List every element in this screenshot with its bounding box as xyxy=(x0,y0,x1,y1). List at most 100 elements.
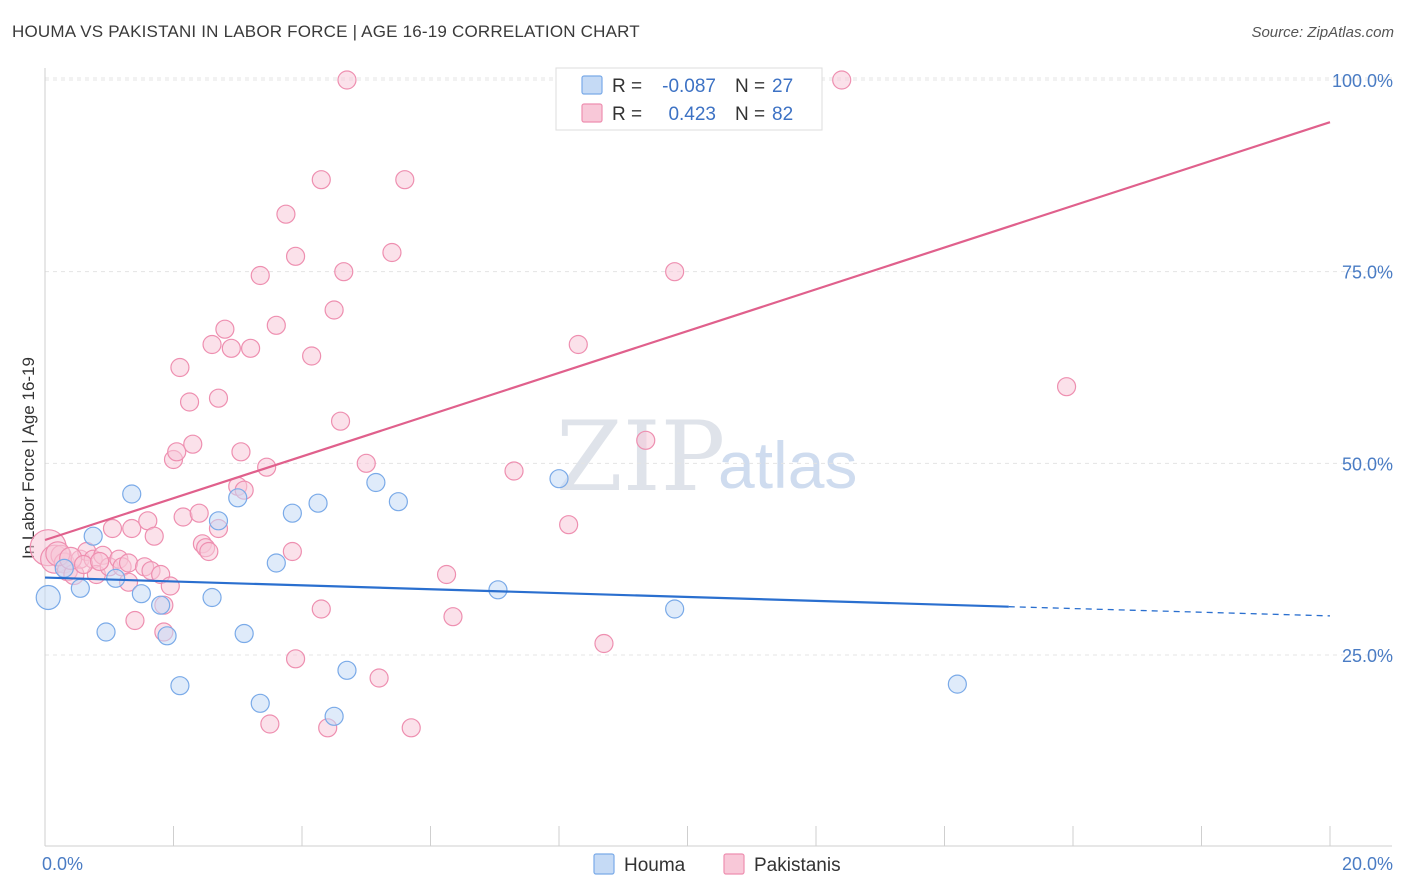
pakistanis-point xyxy=(285,246,306,266)
pakistanis-point xyxy=(443,607,463,627)
pakistanis-point xyxy=(311,170,331,190)
pakistanis-trend-line xyxy=(44,121,1331,542)
pakistanis-point xyxy=(221,338,241,358)
pakistanis-point xyxy=(125,610,145,631)
y-tick-label: 100.0% xyxy=(1332,71,1393,91)
houma-points xyxy=(35,469,967,726)
houma-n-value: 27 xyxy=(772,76,793,97)
pakistanis-point xyxy=(337,70,357,90)
pakistanis-point xyxy=(382,242,402,263)
houma-trend-extension xyxy=(1008,606,1331,617)
watermark-zip: ZIP xyxy=(556,401,725,513)
pakistanis-point xyxy=(183,434,203,454)
pakistanis-point xyxy=(665,262,685,282)
pakistanis-point xyxy=(276,204,296,224)
pakistanis-swatch xyxy=(581,103,603,123)
pakistanis-point xyxy=(594,633,614,654)
pakistanis-point xyxy=(160,576,180,596)
houma-point xyxy=(250,693,270,713)
stats-legend: R = -0.087 N = 27 R = 0.423 N = 82 xyxy=(555,67,823,131)
houma-point xyxy=(947,674,967,694)
pakistanis-point xyxy=(311,599,331,619)
y-tick-label: 25.0% xyxy=(1342,646,1393,666)
houma-point xyxy=(202,587,222,608)
houma-r-label: R = xyxy=(612,76,642,97)
x-tick-label: 0.0% xyxy=(42,854,83,874)
houma-point xyxy=(106,568,126,588)
pakistanis-point xyxy=(832,70,852,90)
x-axis-ticks xyxy=(44,826,1331,846)
houma-point xyxy=(488,580,508,600)
houma-point xyxy=(282,503,302,523)
pakistanis-point xyxy=(282,541,302,562)
x-tick-labels: 0.0% 20.0% xyxy=(42,854,1393,874)
houma-point xyxy=(131,584,151,604)
legend-houma-label[interactable]: Houma xyxy=(624,855,686,876)
pakistanis-point xyxy=(330,411,351,431)
pakistanis-point xyxy=(179,392,200,412)
pakistanis-point xyxy=(199,541,219,562)
y-tick-label: 50.0% xyxy=(1342,454,1393,474)
houma-point xyxy=(70,578,90,598)
watermark: ZIP atlas xyxy=(556,401,857,513)
pakistanis-point xyxy=(90,551,110,572)
pakistanis-points xyxy=(29,70,1077,738)
chart-title: HOUMA VS PAKISTANI IN LABOR FORCE | AGE … xyxy=(12,22,640,41)
pakistanis-point xyxy=(285,649,306,669)
houma-point xyxy=(208,511,229,531)
houma-point xyxy=(266,553,286,573)
houma-r-value: -0.087 xyxy=(662,76,716,97)
pakistanis-point xyxy=(266,315,286,335)
houma-point xyxy=(234,623,254,644)
gridlines xyxy=(45,77,1392,656)
pakistanis-point xyxy=(636,430,656,450)
pakistanis-point xyxy=(102,518,123,539)
houma-trend-line xyxy=(44,576,1009,608)
pakistanis-r-value: 0.423 xyxy=(668,104,716,125)
pakistanis-point xyxy=(369,668,389,688)
pakistanis-point xyxy=(189,503,209,523)
pakistanis-point xyxy=(73,554,94,575)
legend-pakistanis-swatch[interactable] xyxy=(723,853,745,875)
pakistanis-point xyxy=(144,526,164,546)
houma-point xyxy=(96,622,116,642)
houma-point xyxy=(35,584,61,611)
legend-pakistanis-label[interactable]: Pakistanis xyxy=(754,855,841,876)
houma-point xyxy=(337,660,357,680)
pakistanis-point xyxy=(122,518,142,539)
pakistanis-point xyxy=(118,553,139,573)
houma-swatch xyxy=(581,75,603,95)
houma-n-label: N = xyxy=(735,76,765,97)
pakistanis-point xyxy=(231,442,251,462)
axes xyxy=(44,68,1392,847)
houma-point xyxy=(157,626,177,646)
x-tick-label: 20.0% xyxy=(1342,854,1393,874)
pakistanis-point xyxy=(395,170,415,190)
pakistanis-point xyxy=(250,265,270,286)
houma-point xyxy=(324,706,344,726)
houma-point xyxy=(151,595,171,615)
pakistanis-r-label: R = xyxy=(612,104,642,125)
pakistanis-point xyxy=(167,442,187,462)
source-credit: Source: ZipAtlas.com xyxy=(1251,24,1394,41)
pakistanis-point xyxy=(559,515,579,535)
houma-point xyxy=(170,676,190,696)
pakistanis-point xyxy=(401,718,421,738)
y-axis-label: In Labor Force | Age 16-19 xyxy=(19,357,38,559)
houma-point xyxy=(122,484,142,504)
y-tick-label: 75.0% xyxy=(1342,263,1393,283)
pakistanis-point xyxy=(208,388,229,408)
houma-point xyxy=(549,469,569,489)
houma-point xyxy=(54,558,74,578)
legend-houma-swatch[interactable] xyxy=(593,853,615,875)
pakistanis-point xyxy=(568,334,588,355)
pakistanis-point xyxy=(356,453,376,473)
pakistanis-point xyxy=(173,507,193,527)
pakistanis-point xyxy=(1056,377,1077,397)
pakistanis-point xyxy=(241,338,261,358)
pakistanis-point xyxy=(334,262,354,282)
pakistanis-point xyxy=(302,346,322,366)
pakistanis-point xyxy=(215,319,235,339)
pakistanis-point xyxy=(324,300,344,320)
